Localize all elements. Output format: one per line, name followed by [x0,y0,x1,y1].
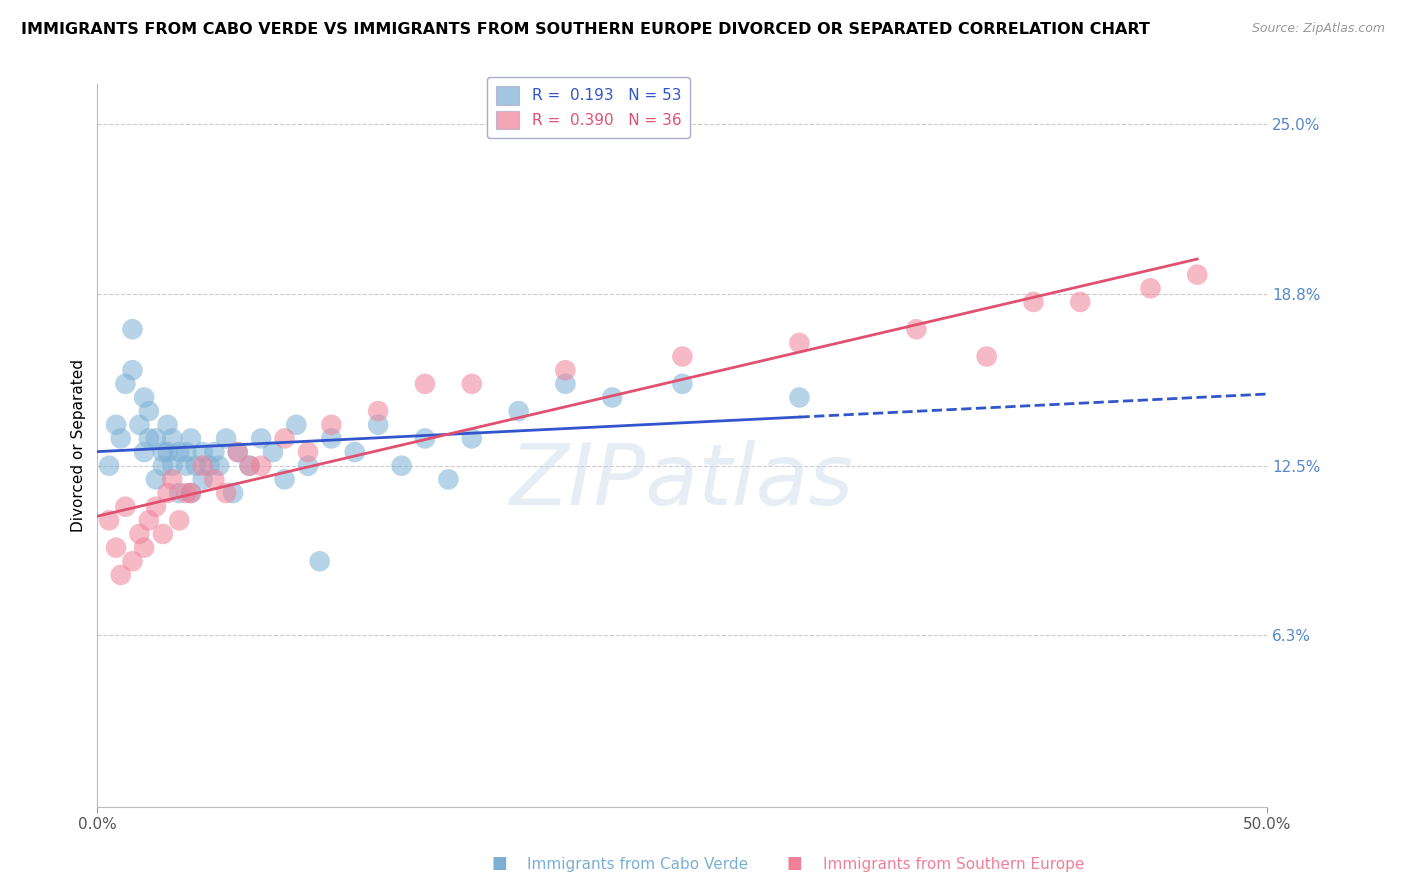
Text: Immigrants from Southern Europe: Immigrants from Southern Europe [823,857,1084,872]
Point [134,541,156,555]
Text: ■: ■ [491,855,508,872]
Text: ZIPatlas: ZIPatlas [510,440,855,523]
Point [215,432,238,446]
Point [121,363,143,377]
Legend: R =  0.193   N = 53, R =  0.390   N = 36: R = 0.193 N = 53, R = 0.390 N = 36 [488,77,690,138]
Point [167,513,190,527]
Point [145,472,167,486]
Point [976,350,998,364]
Point [1187,268,1209,282]
Point [145,432,167,446]
Point [114,500,136,514]
Point [174,445,197,459]
Point [98,513,121,527]
Point [367,417,389,432]
Point [98,458,121,473]
Point [437,472,460,486]
Point [134,391,156,405]
Point [273,432,295,446]
Point [367,404,389,418]
Point [789,391,811,405]
Text: Immigrants from Cabo Verde: Immigrants from Cabo Verde [527,857,748,872]
Point [321,432,343,446]
Point [273,472,295,486]
Point [250,432,273,446]
Point [191,445,214,459]
Point [184,458,207,473]
Point [152,458,174,473]
Point [121,554,143,568]
Point [905,322,928,336]
Point [1069,294,1091,309]
Point [152,445,174,459]
Point [297,445,319,459]
Point [156,486,179,500]
Point [156,417,179,432]
Point [671,376,693,391]
Point [180,486,202,500]
Point [343,445,366,459]
Point [208,458,231,473]
Point [162,458,184,473]
Point [191,458,214,473]
Point [128,527,150,541]
Point [461,376,484,391]
Point [308,554,330,568]
Point [191,472,214,486]
Point [138,432,160,446]
Point [198,458,221,473]
Point [138,404,160,418]
Text: Source: ZipAtlas.com: Source: ZipAtlas.com [1251,22,1385,36]
Point [250,458,273,473]
Point [167,486,190,500]
Point [222,486,245,500]
Point [138,513,160,527]
Point [285,417,308,432]
Point [413,432,436,446]
Point [554,363,576,377]
Y-axis label: Divorced or Separated: Divorced or Separated [72,359,86,532]
Point [671,350,693,364]
Point [174,458,197,473]
Point [114,376,136,391]
Point [554,376,576,391]
Point [156,445,179,459]
Point [508,404,530,418]
Point [238,458,260,473]
Point [167,445,190,459]
Point [152,527,174,541]
Point [180,432,202,446]
Point [1139,281,1161,295]
Point [145,500,167,514]
Text: ■: ■ [786,855,803,872]
Point [174,486,197,500]
Point [789,335,811,350]
Point [134,445,156,459]
Text: IMMIGRANTS FROM CABO VERDE VS IMMIGRANTS FROM SOUTHERN EUROPE DIVORCED OR SEPARA: IMMIGRANTS FROM CABO VERDE VS IMMIGRANTS… [21,22,1150,37]
Point [121,322,143,336]
Point [180,486,202,500]
Point [1022,294,1045,309]
Point [105,541,128,555]
Point [226,445,249,459]
Point [105,417,128,432]
Point [262,445,284,459]
Point [128,417,150,432]
Point [297,458,319,473]
Point [162,432,184,446]
Point [215,486,238,500]
Point [391,458,413,473]
Point [226,445,249,459]
Point [110,568,132,582]
Point [461,432,484,446]
Point [162,472,184,486]
Point [600,391,623,405]
Point [202,445,225,459]
Point [238,458,260,473]
Point [321,417,343,432]
Point [110,432,132,446]
Point [202,472,225,486]
Point [413,376,436,391]
